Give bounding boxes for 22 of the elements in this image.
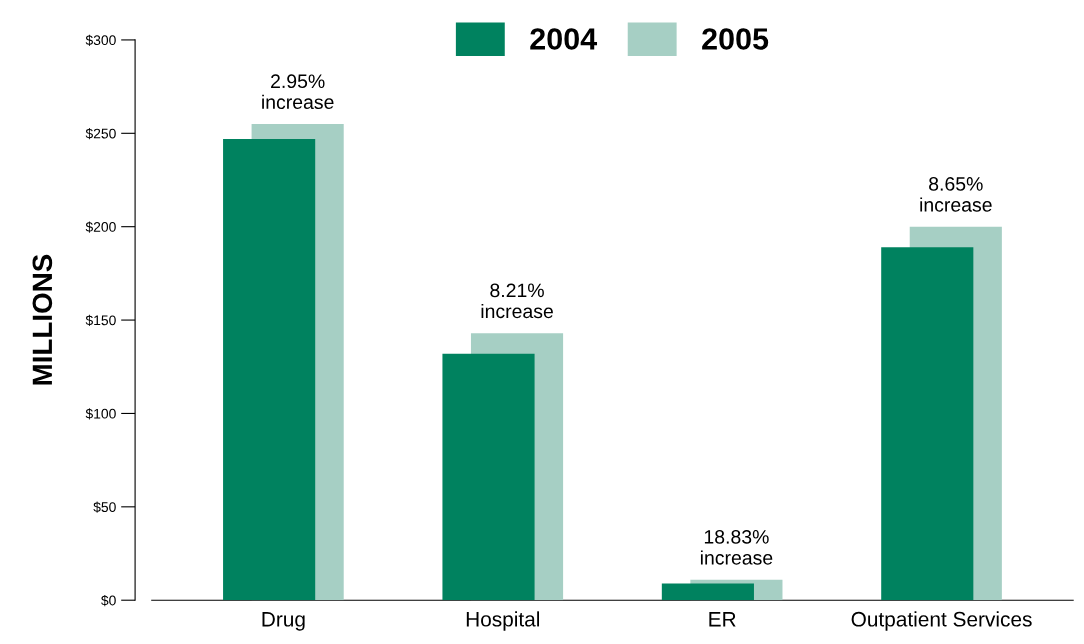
- annotation: 18.83% increase: [700, 530, 773, 565]
- legend-label: 2004: [530, 28, 598, 50]
- x-tick-label: Hospital: [466, 611, 540, 631]
- x-tick-label: Drug: [262, 612, 305, 631]
- bar: [661, 583, 754, 601]
- y-axis-title: MILLIONS: [32, 254, 53, 385]
- y-tick-label: $150: [85, 314, 116, 327]
- bar: [223, 138, 316, 601]
- legend-label: 2005: [702, 28, 769, 50]
- x-tick-label: ER: [709, 612, 736, 627]
- y-tick-label: $250: [85, 128, 116, 140]
- y-tick-label: $50: [93, 501, 116, 513]
- y-tick-label: $200: [85, 221, 116, 233]
- annotation: 8.21% increase: [481, 283, 553, 319]
- bar: [881, 247, 974, 601]
- x-tick-label: Outpatient Services: [851, 611, 1032, 631]
- annotation: 2.95% increase: [262, 74, 334, 110]
- y-tick-label: $100: [85, 408, 116, 420]
- annotation: 8.65% increase: [920, 177, 992, 212]
- y-tick-label: $0: [101, 594, 116, 607]
- bar: [442, 353, 535, 601]
- y-tick-label: $300: [85, 34, 116, 46]
